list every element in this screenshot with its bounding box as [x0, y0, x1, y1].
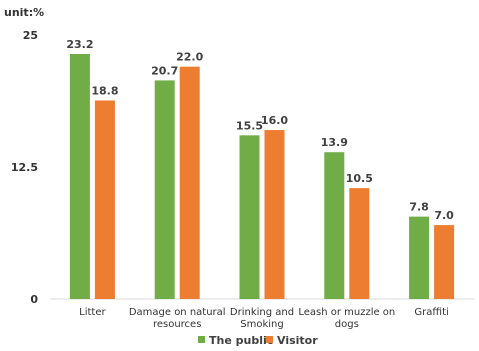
data-label: 22.0: [176, 51, 203, 64]
y-tick-label: 25: [23, 29, 38, 42]
data-label: 23.2: [66, 38, 93, 51]
bar-the-public: [239, 135, 260, 299]
category-label: Leash or muzzle on: [298, 307, 395, 318]
data-label: 7.8: [409, 201, 429, 214]
y-tick-label: 0: [30, 293, 38, 306]
legend-label: Visitor: [277, 334, 318, 347]
legend-swatch: [266, 336, 273, 343]
category-label: resources: [153, 319, 201, 330]
data-label: 16.0: [261, 114, 288, 127]
bar-the-public: [69, 54, 90, 300]
legend-label: The public: [209, 334, 273, 347]
legend: The public Visitor: [198, 334, 318, 347]
category-label: Smoking: [240, 319, 283, 330]
category-label: Drinking and: [230, 307, 294, 318]
bar-visitor: [179, 66, 200, 300]
category-label: Damage on natural: [129, 307, 226, 318]
bar-visitor: [434, 225, 455, 299]
bar-the-public: [324, 152, 345, 299]
data-label: 15.5: [236, 119, 263, 132]
bar-visitor: [94, 100, 115, 299]
data-label: 10.5: [346, 172, 373, 185]
data-label: 18.8: [91, 84, 118, 97]
bar-visitor: [264, 130, 285, 299]
legend-swatch: [198, 336, 205, 343]
bars-group: [69, 54, 455, 300]
bar-the-public: [154, 80, 175, 300]
y-axis-ticks: 0 12.5 25: [11, 29, 38, 306]
bar-the-public: [409, 216, 430, 299]
category-label: Graffiti: [414, 307, 448, 318]
data-label: 20.7: [151, 64, 178, 77]
unit-label: unit:%: [4, 6, 44, 19]
category-label: Litter: [79, 307, 106, 318]
category-label: dogs: [335, 319, 359, 330]
data-labels-group: 23.2 18.8 20.722.0 15.516.0 13.9 10.5 7.8 7.0: [66, 38, 454, 222]
bar-visitor: [349, 188, 370, 299]
data-label: 13.9: [321, 136, 348, 149]
y-tick-label: 12.5: [11, 161, 38, 174]
data-label: 7.0: [434, 209, 454, 222]
